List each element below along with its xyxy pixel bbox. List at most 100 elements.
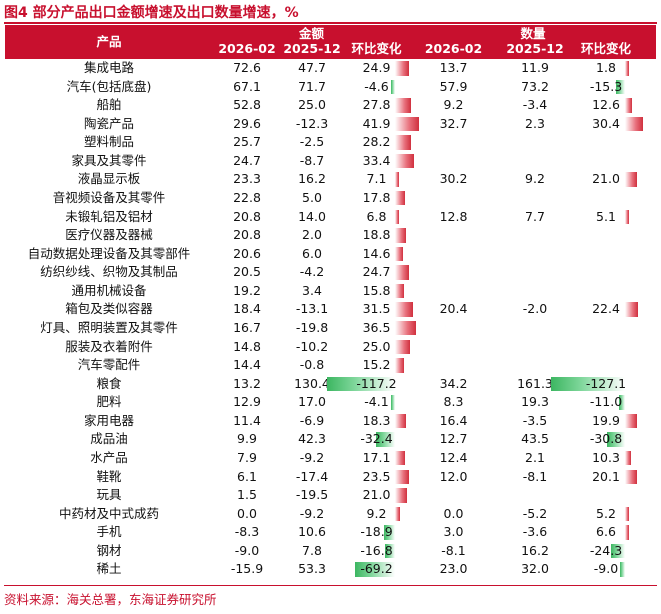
header-quantity-change: 环比变化 [580, 41, 631, 56]
amount-change-cell: 18.8 [343, 226, 410, 245]
positive-change-bar [395, 135, 412, 150]
change-value: 19.9 [592, 412, 620, 428]
quantity-change-cell [573, 133, 639, 152]
amount-change-cell: 25.0 [343, 338, 410, 357]
positive-change-bar [395, 209, 399, 225]
value-cell-q1: 57.9 [439, 78, 468, 94]
value-cell-a2: -10.2 [295, 338, 329, 354]
value-cell-a2: 16.2 [298, 171, 326, 187]
value-cell-a2: -12.3 [295, 115, 329, 131]
table-row: 液晶显示板 23.3 16.2 30.2 9.2 7.1 21.0 [5, 170, 656, 189]
product-name: 钢材 [96, 542, 122, 558]
table-row: 鞋靴 6.1 -17.4 12.0 -8.1 23.5 20.1 [5, 468, 656, 487]
positive-change-bar [395, 172, 400, 187]
positive-change-bar [395, 469, 409, 485]
product-name: 纺织纱线、织物及其制品 [40, 264, 178, 280]
change-value: 21.0 [592, 171, 620, 187]
product-name: 通用机械设备 [71, 282, 147, 298]
value-cell-a1: 20.6 [233, 245, 261, 261]
quantity-change-cell: 10.3 [573, 449, 639, 468]
value-cell-q2: 7.7 [525, 208, 545, 224]
quantity-change-cell [573, 189, 639, 208]
value-cell-a2: 42.3 [298, 431, 326, 447]
product-name: 塑料制品 [83, 134, 134, 150]
value-cell-q2: -3.6 [522, 524, 548, 540]
positive-change-bar [625, 413, 637, 429]
amount-change-cell: 24.9 [343, 59, 410, 78]
change-value: 15.2 [362, 357, 391, 373]
value-cell-a2: -19.5 [295, 487, 329, 503]
negative-change-bar [384, 525, 395, 540]
positive-change-bar [395, 265, 410, 280]
change-value: 30.4 [592, 115, 620, 131]
header-product: 产品 [96, 34, 122, 49]
value-cell-a1: 52.8 [233, 97, 261, 113]
change-value: 5.1 [596, 208, 616, 224]
table-row: 纺织纱线、织物及其制品 20.5 -4.2 24.7 [5, 263, 656, 282]
product-name: 水产品 [90, 449, 128, 465]
quantity-change-cell [573, 282, 639, 301]
change-value: -24.3 [589, 542, 623, 558]
positive-change-bar [395, 320, 417, 336]
positive-change-bar [395, 190, 406, 206]
value-cell-a2: 5.0 [302, 189, 322, 205]
change-value: -127.1 [585, 375, 627, 391]
positive-change-bar [395, 358, 404, 373]
value-cell-q2 [497, 338, 573, 357]
value-cell-a2: -13.1 [295, 301, 329, 317]
change-value: 36.5 [362, 319, 391, 335]
negative-change-bar [391, 395, 395, 410]
value-cell-q1 [410, 263, 497, 282]
value-cell-q1: 3.0 [443, 524, 464, 540]
value-cell-a2: -6.9 [299, 412, 325, 428]
value-cell-a2: -17.4 [295, 468, 329, 484]
value-cell-a1: 0.0 [237, 505, 257, 521]
table-row: 汽车(包括底盘) 67.1 71.7 57.9 73.2 -4.6 -15.3 [5, 78, 656, 97]
table-row: 箱包及类似容器 18.4 -13.1 20.4 -2.0 31.5 22.4 [5, 300, 656, 319]
value-cell-q2: 32.0 [521, 561, 549, 577]
product-name: 集成电路 [83, 60, 134, 75]
value-cell-q2: -8.1 [522, 468, 548, 484]
amount-change-cell: 7.1 [343, 170, 410, 189]
value-cell-a2: 130.4 [294, 375, 330, 391]
product-name: 中药材及中式成药 [58, 505, 159, 521]
value-cell-a1: 9.9 [237, 431, 257, 447]
change-value: 14.6 [362, 245, 391, 261]
figure-title: 图4 部分产品出口金额增速及出口数量增速，% [4, 5, 299, 21]
change-value: -16.8 [360, 542, 393, 558]
value-cell-q2 [497, 152, 573, 171]
value-cell-a1: 25.7 [233, 134, 261, 150]
quantity-change-cell: 30.4 [573, 115, 643, 134]
change-value: 21.0 [362, 487, 391, 503]
table-row: 陶瓷产品 29.6 -12.3 32.7 2.3 41.9 30.4 [5, 115, 656, 134]
value-cell-q2: -3.5 [522, 412, 548, 428]
value-cell-q1 [410, 319, 497, 338]
value-cell-a1: 24.7 [233, 152, 261, 168]
positive-change-bar [625, 525, 629, 540]
value-cell-a1: 20.8 [233, 227, 261, 243]
value-cell-q2: 161.3 [517, 375, 553, 391]
amount-change-cell: -4.1 [343, 393, 410, 412]
table-row: 家具及其零件 24.7 -8.7 33.4 [5, 152, 656, 171]
amount-change-cell: -117.2 [327, 375, 410, 394]
table-row: 玩具 1.5 -19.5 21.0 [5, 486, 656, 505]
table-row: 肥料 12.9 17.0 8.3 19.3 -4.1 -11.0 [5, 393, 656, 412]
table-row: 服装及衣着附件 14.8 -10.2 25.0 [5, 338, 656, 357]
amount-change-cell: 33.4 [343, 152, 415, 171]
product-name: 船舶 [96, 97, 122, 113]
value-cell-a1: 7.9 [237, 449, 257, 465]
product-name: 自动数据处理设备及其零部件 [27, 245, 191, 261]
change-value: -30.8 [589, 431, 623, 447]
value-cell-q1: 32.7 [439, 115, 468, 131]
value-cell-q1 [410, 133, 497, 152]
amount-change-cell: 23.5 [343, 468, 410, 487]
value-cell-q2: -5.2 [522, 505, 548, 521]
table-row: 灯具、照明装置及其零件 16.7 -19.8 36.5 [5, 319, 656, 338]
amount-change-cell: 15.8 [343, 282, 410, 301]
negative-change-bar [607, 432, 625, 447]
value-cell-a1: -15.9 [230, 561, 264, 577]
amount-change-cell: 21.0 [343, 486, 410, 505]
product-name: 服装及衣着附件 [65, 338, 153, 354]
product-name: 稀土 [96, 561, 122, 577]
positive-change-bar [395, 450, 405, 466]
